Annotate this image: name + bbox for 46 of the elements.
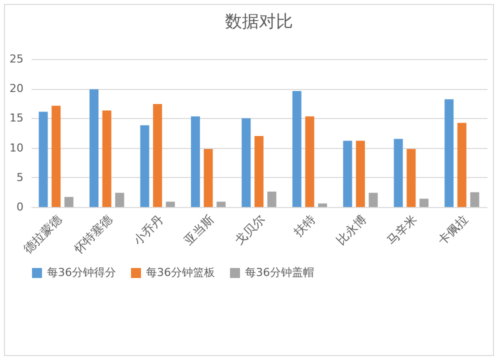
y-tick-label: 10 [10, 141, 24, 154]
bar [305, 116, 314, 207]
legend-label: 每36分钟篮板 [146, 266, 215, 279]
bar [419, 198, 428, 207]
bar [457, 122, 466, 207]
chart-title: 数据对比 [225, 12, 293, 32]
bar [242, 118, 251, 207]
bar [90, 89, 99, 207]
bar [444, 99, 454, 207]
x-tick-label: 德拉蒙德 [20, 212, 65, 256]
x-tick-label: 比永博 [334, 212, 369, 248]
y-tick-label: 15 [10, 112, 24, 125]
bar [394, 138, 403, 207]
x-tick-label: 小乔丹 [130, 212, 166, 248]
x-tick-label: 扶特 [290, 212, 318, 240]
bar [52, 106, 61, 207]
bar [470, 192, 480, 207]
bar [153, 104, 162, 207]
bar [267, 192, 276, 207]
bar [254, 136, 264, 207]
x-tick-label: 戈贝尔 [232, 212, 268, 248]
bar [64, 196, 74, 207]
bar [115, 192, 124, 207]
y-tick-label: 0 [16, 200, 24, 214]
bar [318, 203, 328, 207]
bar [343, 140, 352, 207]
bar [406, 148, 416, 207]
bar [38, 112, 48, 207]
bar [368, 192, 378, 207]
bar [102, 110, 112, 207]
x-tick-label: 怀特塞德 [70, 212, 116, 257]
x-tick-label: 马辛米 [384, 212, 420, 248]
bar [166, 202, 175, 207]
bar [356, 140, 365, 207]
bar [216, 202, 226, 207]
y-tick-label: 25 [10, 52, 24, 66]
bar [204, 148, 213, 207]
legend-label: 每36分钟盖帽 [245, 266, 314, 279]
legend-label: 每36分钟得分 [47, 266, 116, 279]
x-tick-label: 卡佩拉 [435, 212, 470, 248]
bar [190, 116, 200, 207]
bar [292, 90, 302, 207]
bar [140, 125, 150, 207]
y-tick-label: 5 [16, 170, 24, 184]
x-tick-label: 亚当斯 [181, 212, 217, 248]
y-tick-label: 20 [10, 82, 24, 96]
